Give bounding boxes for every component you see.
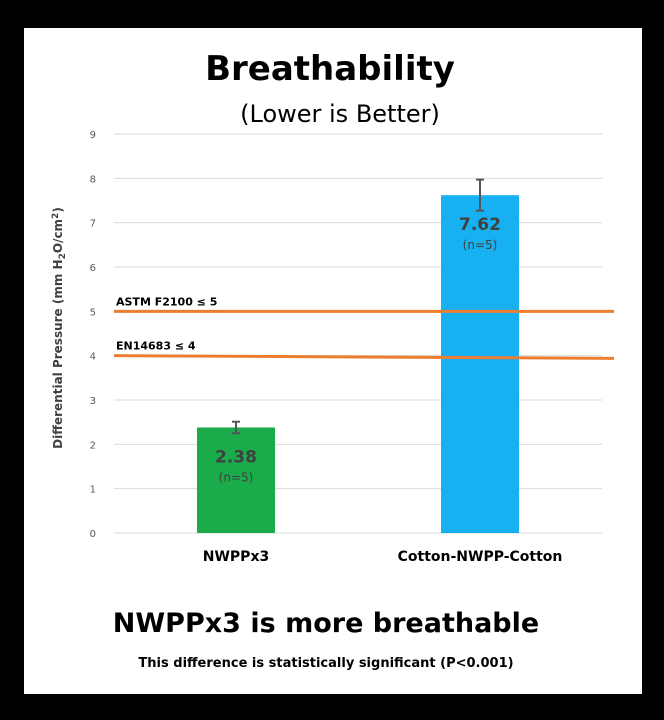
chart-svg: Breathability (Lower is Better) 0 1 2 3 4 5 6 7… (51, 49, 615, 671)
n-label-1: (n=5) (219, 470, 254, 484)
y-tick-3: 3 (90, 396, 96, 407)
footer-note: This difference is statistically signifi… (138, 656, 513, 671)
gridlines (114, 133, 602, 534)
error-bars (232, 178, 484, 435)
reference-label-1: ASTM F2100 ≤ 5 (116, 295, 217, 308)
value-label-2: 7.62 (459, 215, 501, 235)
y-axis-label-main: Differential Pressure (mm H (51, 259, 65, 448)
y-axis-ticks: 0 1 2 3 4 5 6 7 8 9 (90, 130, 96, 540)
x-category-2: Cotton-NWPP-Cotton (398, 549, 563, 565)
y-tick-1: 1 (90, 485, 96, 496)
y-tick-4: 4 (90, 352, 96, 363)
y-axis-label-end: ) (51, 207, 65, 212)
reference-line-2 (113, 354, 615, 360)
y-axis-label: Differential Pressure (mm H2O/cm2) (51, 207, 68, 449)
y-tick-2: 2 (90, 440, 96, 451)
y-tick-7: 7 (90, 219, 96, 230)
chart-subtitle: (Lower is Better) (240, 100, 440, 128)
bar-2 (441, 195, 519, 533)
y-tick-8: 8 (90, 174, 96, 185)
n-label-2: (n=5) (463, 238, 498, 252)
x-category-1: NWPPx3 (203, 549, 269, 565)
data-labels: 2.38 (n=5) 7.62 (n=5) (215, 215, 501, 484)
footer-headline: NWPPx3 is more breathable (113, 608, 539, 639)
x-axis-categories: NWPPx3 Cotton-NWPP-Cotton (203, 549, 563, 565)
y-tick-0: 0 (90, 529, 96, 540)
y-axis-label-sub: 2 (58, 253, 68, 259)
bar-1 (197, 427, 275, 533)
chart-panel: Breathability (Lower is Better) 0 1 2 3 4 5 6 7… (24, 28, 642, 694)
y-tick-6: 6 (90, 263, 96, 274)
bar-series (197, 195, 519, 533)
y-tick-5: 5 (90, 307, 96, 318)
y-tick-9: 9 (90, 130, 96, 141)
reference-label-2: EN14683 ≤ 4 (116, 340, 196, 353)
y-axis-label-sup: 2 (51, 213, 61, 219)
chart-title: Breathability (205, 49, 455, 89)
value-label-1: 2.38 (215, 447, 257, 467)
y-axis-label-mid: O/cm (51, 219, 65, 253)
reference-lines: ASTM F2100 ≤ 5 EN14683 ≤ 4 (113, 295, 615, 360)
